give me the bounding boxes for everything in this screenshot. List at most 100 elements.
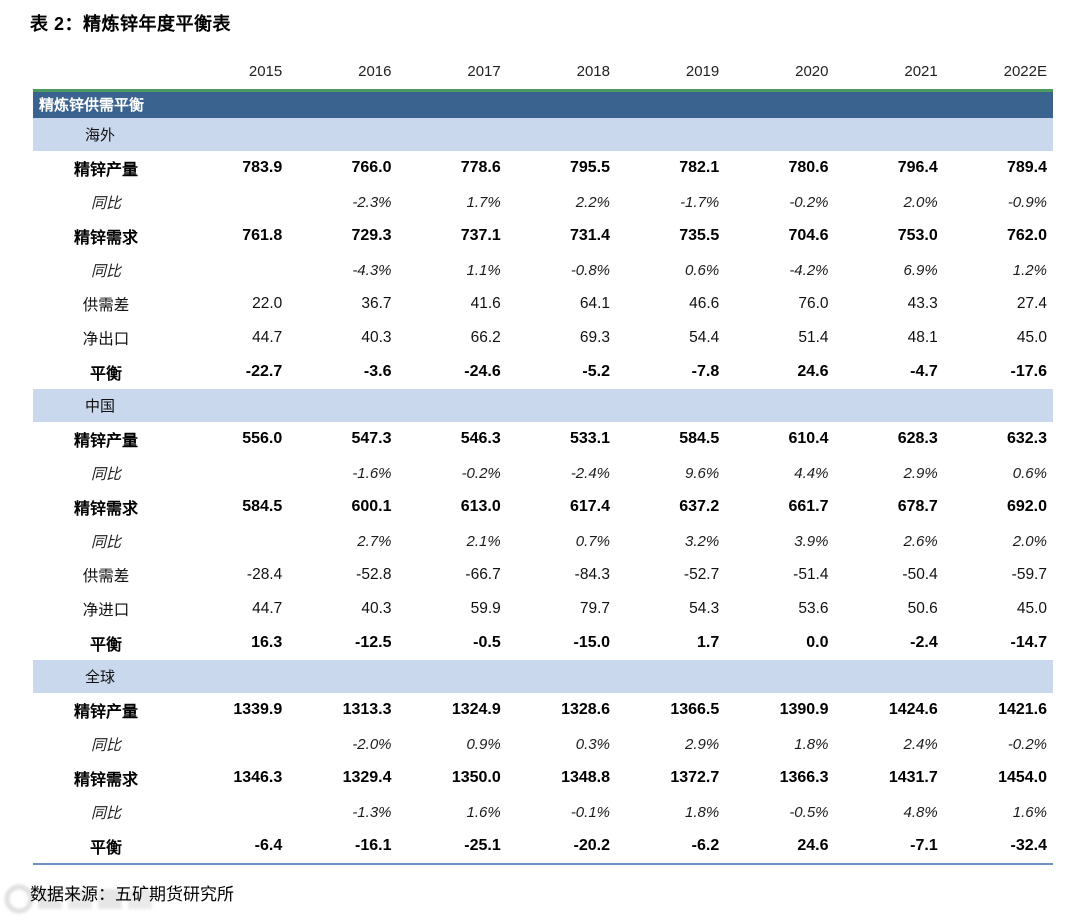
cell-value: 76.0 (798, 295, 829, 312)
cell-value: 661.7 (788, 498, 829, 515)
cell-value: -0.2% (461, 464, 501, 482)
cell-value: 59.9 (470, 600, 501, 617)
cell-value: -14.7 (1010, 634, 1047, 651)
row-label: 净进口 (82, 602, 130, 619)
cell-value: 753.0 (897, 227, 938, 244)
cell-value (179, 253, 288, 287)
cell-value: -5.2 (582, 363, 610, 380)
year-header: 2021 (904, 63, 938, 80)
cell-value: -0.2% (1007, 735, 1047, 753)
cell-value: -1.6% (352, 464, 392, 482)
cell-value: 24.6 (797, 837, 829, 854)
cell-value: -24.6 (464, 363, 501, 380)
cell-value: 610.4 (788, 430, 829, 447)
cell-value: 704.6 (788, 227, 829, 244)
cell-value: -1.7% (680, 193, 720, 211)
cell-value: -0.8% (570, 261, 610, 279)
cell-value: -0.5 (473, 634, 501, 651)
section-band: 中国 (33, 389, 1053, 422)
cell-value: 1.6% (466, 803, 501, 821)
cell-value: 692.0 (1006, 498, 1047, 515)
row-label: 平衡 (89, 840, 122, 857)
table-row: 平衡 -6.4 -16.1 -25.1 -20.2 -6.2 24.6 -7.1 -32.4 (33, 829, 1053, 864)
cell-value: -0.2% (789, 193, 829, 211)
cell-value: 4.4% (794, 464, 829, 482)
cell-value: 795.5 (569, 159, 610, 176)
cell-value: 64.1 (579, 295, 610, 312)
cell-value: 735.5 (679, 227, 720, 244)
cell-value: -0.9% (1007, 193, 1047, 211)
cell-value: 1.1% (466, 261, 501, 279)
row-label: 精锌需求 (73, 501, 138, 518)
cell-value: 69.3 (579, 329, 610, 346)
cell-value: -51.4 (793, 566, 829, 583)
cell-value: 0.6% (685, 261, 720, 279)
year-header: 2022E (1003, 63, 1047, 80)
cell-value: -7.8 (691, 363, 720, 380)
cell-value: 1.7 (697, 634, 720, 651)
table-row: 同比 -2.3% 1.7% 2.2% -1.7% -0.2% 2.0% -0.9% (33, 185, 1053, 219)
cell-value: -16.1 (355, 837, 392, 854)
table-row: 净进口 44.7 40.3 59.9 79.7 54.3 53.6 50.6 45.0 (33, 592, 1053, 626)
row-label: 同比 (90, 736, 121, 754)
cell-value: -7.1 (910, 837, 938, 854)
row-label: 平衡 (89, 366, 122, 383)
cell-value: 1.8% (794, 735, 829, 753)
year-header: 2018 (576, 63, 610, 80)
cell-value: -4.7 (910, 363, 938, 380)
year-header: 2017 (467, 63, 501, 80)
table-row: 同比 -4.3% 1.1% -0.8% 0.6% -4.2% 6.9% 1.2% (33, 253, 1053, 287)
cell-value: 66.2 (470, 329, 501, 346)
table-row: 同比 -1.3% 1.6% -0.1% 1.8% -0.5% 4.8% 1.6% (33, 795, 1053, 829)
cell-value: 546.3 (460, 430, 501, 447)
table-row: 供需差 22.0 36.7 41.6 64.1 46.6 76.0 43.3 27.4 (33, 287, 1053, 321)
table-row: 精锌需求 761.8 729.3 737.1 731.4 735.5 704.6 753.0 7… (33, 219, 1053, 253)
table-row: 精锌产量 556.0 547.3 546.3 533.1 584.5 610.4 628.3 6… (33, 422, 1053, 456)
cell-value: 27.4 (1016, 295, 1047, 312)
cell-value: 1350.0 (451, 769, 501, 786)
cell-value: -1.3% (352, 803, 392, 821)
cell-value: -22.7 (245, 363, 283, 380)
cell-value (179, 524, 288, 558)
cell-value: 3.9% (794, 532, 829, 550)
table-row: 平衡 16.3 -12.5 -0.5 -15.0 1.7 0.0 -2.4 -14.7 (33, 626, 1053, 660)
row-label: 精锌产量 (73, 704, 138, 721)
cell-value: -50.4 (902, 566, 938, 583)
cell-value: -66.7 (465, 566, 501, 583)
table-row: 精锌需求 584.5 600.1 613.0 617.4 637.2 661.7 678.7 6… (33, 490, 1053, 524)
cell-value: -17.6 (1010, 363, 1047, 380)
cell-value: 547.3 (351, 430, 392, 447)
cell-value: 50.6 (907, 600, 938, 617)
cell-value: 1.6% (1012, 803, 1047, 821)
cell-value: 1324.9 (451, 701, 501, 718)
row-label: 同比 (90, 804, 121, 822)
cell-value: -4.3% (352, 261, 392, 279)
cell-value: 2.2% (575, 193, 610, 211)
cell-value: 796.4 (897, 159, 938, 176)
cell-value: -15.0 (573, 634, 610, 651)
cell-value: 0.0 (806, 634, 829, 651)
cell-value: 0.3% (575, 735, 610, 753)
cell-value: 6.9% (903, 261, 938, 279)
cell-value: 22.0 (252, 295, 283, 312)
cell-value: -0.1% (570, 803, 610, 821)
cell-value: 731.4 (569, 227, 610, 244)
section-label: 海外 (33, 118, 1053, 151)
cell-value: -12.5 (355, 634, 392, 651)
cell-value: 1424.6 (888, 701, 938, 718)
cell-value: 1339.9 (233, 701, 283, 718)
cell-value: -52.8 (356, 566, 392, 583)
cell-value: 1.8% (685, 803, 720, 821)
cell-value: 1431.7 (888, 769, 938, 786)
table-row: 精锌需求 1346.3 1329.4 1350.0 1348.8 1372.7 1366.3… (33, 761, 1053, 795)
row-label: 精锌需求 (73, 772, 138, 789)
data-source: 数据来源：五矿期货研究所 (30, 885, 234, 904)
cell-value: 40.3 (361, 329, 392, 346)
cell-value: 1346.3 (233, 769, 283, 786)
cell-value (179, 185, 288, 219)
table-row: 精锌产量 1339.9 1313.3 1324.9 1328.6 1366.5 1390.9… (33, 693, 1053, 727)
cell-value: 4.8% (903, 803, 938, 821)
cell-value: 729.3 (351, 227, 392, 244)
cell-value: 1372.7 (670, 769, 720, 786)
cell-value: 628.3 (897, 430, 938, 447)
